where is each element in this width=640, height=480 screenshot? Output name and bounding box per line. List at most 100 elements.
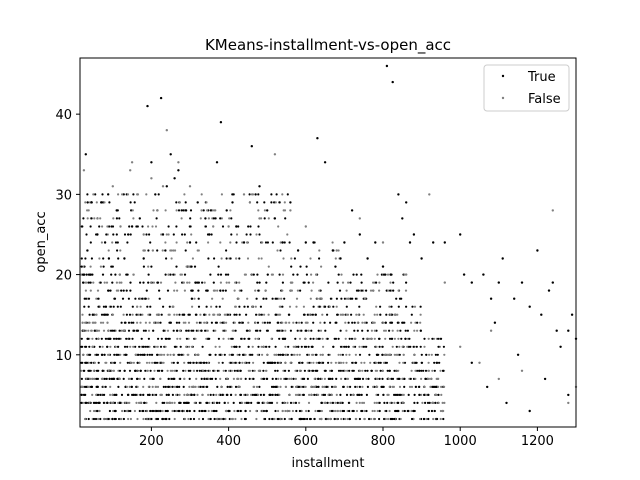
dense-point-1488 bbox=[388, 353, 392, 356]
dense-point-1751 bbox=[370, 337, 373, 340]
dense-point-282 bbox=[298, 409, 301, 413]
dense-point-977 bbox=[93, 377, 96, 380]
dense-point-2353 bbox=[201, 281, 204, 284]
dense-point-759 bbox=[104, 385, 107, 388]
dense-point-477 bbox=[102, 401, 105, 404]
dense-point-2227 bbox=[85, 297, 88, 300]
dense-point-2654 bbox=[82, 217, 85, 220]
dense-point-2384 bbox=[238, 281, 241, 284]
dense-point-978 bbox=[414, 377, 417, 380]
dense-point-180 bbox=[123, 409, 126, 413]
dense-point-1458 bbox=[381, 353, 384, 356]
dense-point-1148 bbox=[370, 369, 373, 372]
dense-point-652 bbox=[99, 393, 102, 396]
dense-point-734 bbox=[182, 385, 185, 388]
dense-point-443 bbox=[428, 401, 431, 404]
dense-point-2117 bbox=[147, 313, 150, 316]
dense-point-1165 bbox=[283, 369, 287, 372]
dense-point-1523 bbox=[166, 353, 169, 356]
dense-point-2270 bbox=[109, 289, 112, 292]
dense-point-2406 bbox=[182, 281, 185, 284]
dense-point-386 bbox=[243, 401, 247, 404]
dense-point-377 bbox=[281, 401, 284, 404]
dense-point-2703 bbox=[175, 209, 178, 212]
dense-point-2545 bbox=[161, 249, 164, 252]
dense-point-71 bbox=[432, 417, 435, 421]
dense-point-1097 bbox=[393, 369, 396, 372]
dense-point-662 bbox=[253, 393, 256, 396]
dense-point-387 bbox=[421, 401, 424, 404]
dense-point-1777 bbox=[406, 329, 409, 332]
dense-point-1263 bbox=[384, 361, 387, 364]
dense-point-658 bbox=[262, 393, 265, 396]
dense-point-1346 bbox=[113, 361, 116, 364]
dense-point-1091 bbox=[364, 369, 367, 372]
point-true-25 bbox=[208, 233, 211, 236]
dense-point-1603 bbox=[148, 345, 151, 348]
dense-point-1931 bbox=[323, 321, 326, 324]
dense-point-1850 bbox=[248, 329, 252, 332]
dense-point-561 bbox=[308, 393, 311, 396]
dense-point-2360 bbox=[149, 281, 152, 284]
dense-point-592 bbox=[132, 393, 135, 396]
dense-point-143 bbox=[173, 417, 176, 421]
dense-point-116 bbox=[271, 417, 274, 421]
dense-point-2678 bbox=[263, 209, 266, 212]
dense-point-1680 bbox=[317, 337, 320, 340]
dense-point-527 bbox=[313, 393, 316, 396]
dense-point-2465 bbox=[383, 273, 386, 276]
dense-point-1543 bbox=[101, 345, 104, 348]
dense-point-1521 bbox=[143, 353, 146, 356]
dense-point-2336 bbox=[357, 289, 360, 292]
dense-point-2689 bbox=[180, 209, 183, 212]
dense-point-1859 bbox=[345, 329, 348, 332]
dense-point-198 bbox=[121, 409, 124, 413]
dense-point-1095 bbox=[424, 369, 428, 372]
dense-point-2108 bbox=[260, 313, 263, 316]
dense-point-2445 bbox=[305, 273, 308, 276]
dense-point-2742 bbox=[286, 193, 289, 196]
dense-point-1870 bbox=[307, 329, 310, 332]
dense-point-115 bbox=[111, 417, 114, 421]
dense-point-1387 bbox=[368, 353, 371, 356]
dense-point-58 bbox=[264, 417, 267, 421]
dense-point-1092 bbox=[316, 369, 319, 372]
dense-point-1713 bbox=[231, 337, 234, 340]
dense-point-992 bbox=[317, 377, 320, 380]
dense-point-1884 bbox=[413, 329, 416, 332]
dense-point-253 bbox=[291, 409, 294, 413]
dense-point-1960 bbox=[91, 321, 94, 324]
dense-point-76 bbox=[87, 417, 90, 421]
point-true-14 bbox=[154, 193, 157, 196]
dense-point-371 bbox=[424, 401, 427, 404]
dense-point-2279 bbox=[233, 289, 236, 292]
dense-point-1839 bbox=[324, 329, 327, 332]
dense-point-2633 bbox=[108, 225, 111, 228]
dense-point-2249 bbox=[144, 297, 147, 300]
dense-point-867 bbox=[219, 377, 222, 380]
dense-point-1007 bbox=[127, 377, 131, 380]
dense-point-1338 bbox=[377, 361, 380, 364]
dense-point-1147 bbox=[287, 369, 290, 372]
dense-point-944 bbox=[340, 377, 343, 380]
dense-point-542 bbox=[175, 393, 178, 396]
dense-point-2264 bbox=[354, 297, 357, 300]
dense-point-469 bbox=[331, 401, 335, 404]
dense-point-2004 bbox=[410, 321, 413, 324]
dense-point-2263 bbox=[351, 297, 354, 300]
dense-point-1501 bbox=[398, 353, 401, 356]
dense-point-1199 bbox=[309, 361, 312, 364]
dense-point-1388 bbox=[223, 353, 226, 356]
dense-point-2624 bbox=[80, 225, 83, 228]
dense-point-1027 bbox=[346, 369, 349, 372]
dense-point-1525 bbox=[413, 353, 416, 356]
dense-point-1880 bbox=[82, 329, 85, 332]
dense-point-2280 bbox=[299, 289, 302, 292]
dense-point-417 bbox=[336, 401, 339, 404]
point-false-20 bbox=[289, 209, 292, 212]
dense-point-421 bbox=[215, 401, 219, 404]
dense-point-2318 bbox=[392, 289, 395, 292]
point-false-11 bbox=[165, 129, 168, 132]
dense-point-2150 bbox=[210, 305, 213, 308]
dense-point-1304 bbox=[334, 361, 337, 364]
